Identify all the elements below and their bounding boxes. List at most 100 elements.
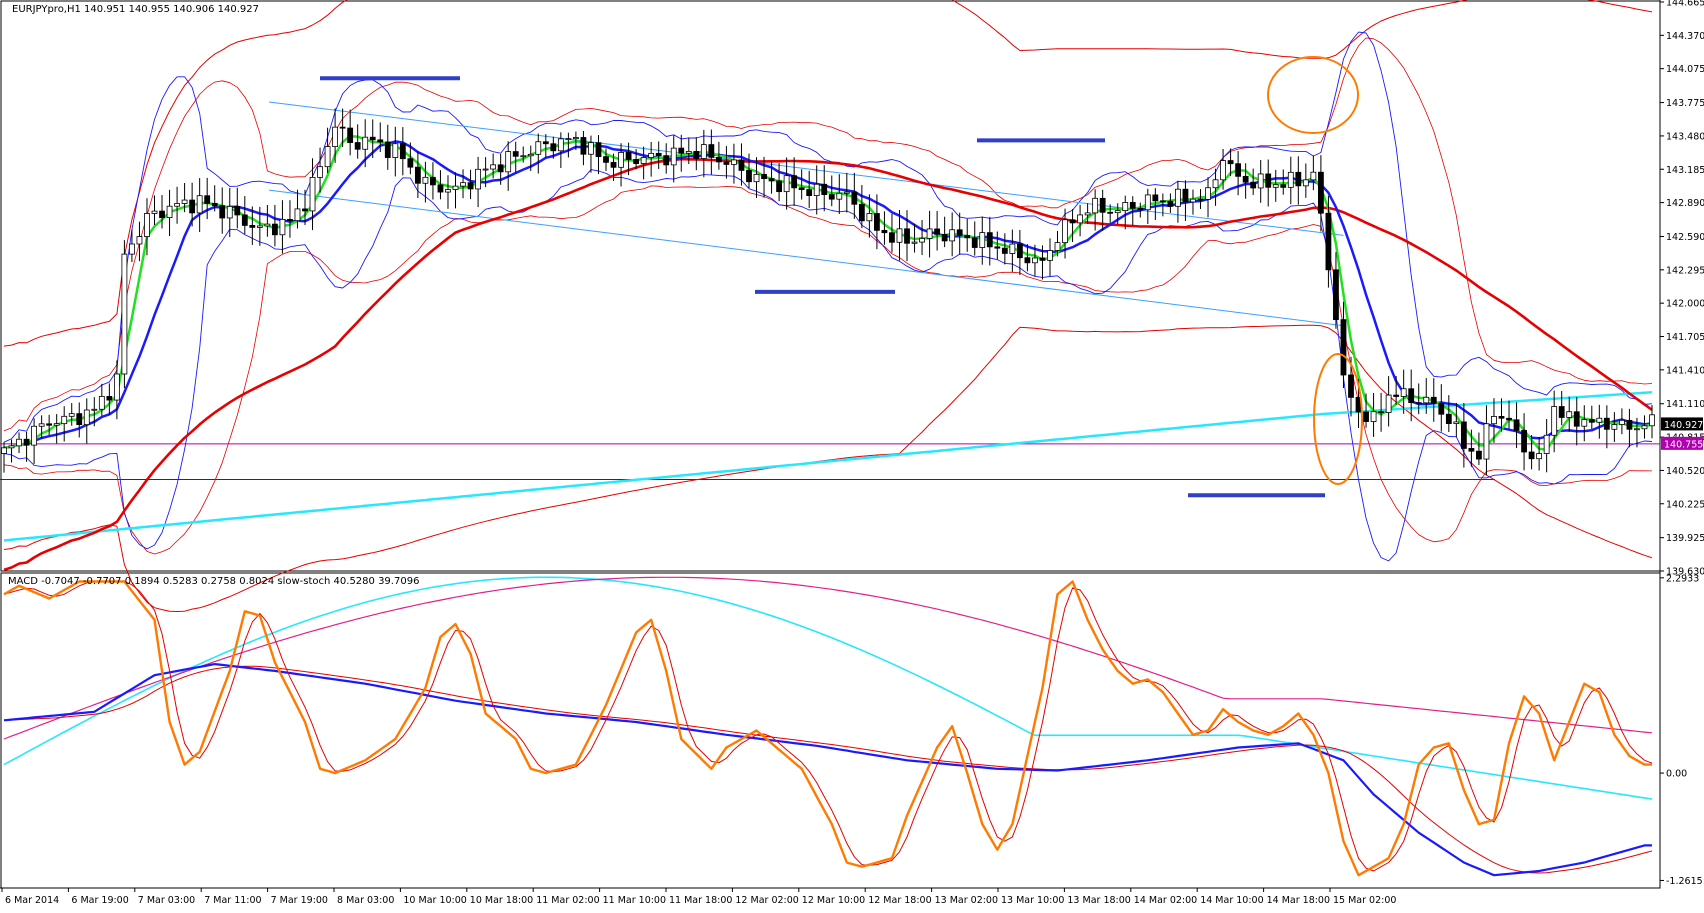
bb-red-upper-line (3, 37, 1653, 432)
bull-candle (843, 191, 850, 194)
bull-candle (422, 176, 429, 184)
bear-candle (1438, 402, 1445, 415)
bull-candle (362, 136, 369, 150)
bull-candle (670, 147, 677, 166)
bear-candle (241, 214, 248, 226)
bull-candle (505, 151, 512, 173)
bull-candle (1611, 424, 1618, 430)
bull-candle (949, 229, 956, 242)
bear-candle (1513, 419, 1520, 431)
bear-candle (1197, 198, 1204, 201)
current-price-tag-bg (1661, 417, 1703, 431)
bear-candle (1159, 200, 1166, 203)
bull-candle (1047, 250, 1053, 261)
bull-candle (1649, 414, 1655, 427)
bull-candle (256, 225, 263, 228)
bear-candle (941, 233, 948, 242)
price-tick-label: 144.075 (1666, 64, 1704, 75)
price-tick-label: 143.775 (1666, 98, 1704, 109)
bull-candle (1423, 396, 1430, 404)
bull-candle (557, 138, 564, 152)
bull-candle (324, 146, 331, 168)
bear-candle (791, 175, 798, 189)
bull-candle (1483, 423, 1490, 460)
bear-candle (347, 127, 354, 143)
stoch-main-line (3, 580, 1652, 877)
time-tick-label: 15 Mar 02:00 (1333, 895, 1396, 906)
bull-candle (1596, 417, 1603, 423)
time-tick-label: 13 Mar 02:00 (935, 895, 998, 906)
price-tick-label: 141.410 (1666, 365, 1704, 376)
bull-candle (38, 423, 45, 427)
bull-candle (1543, 434, 1550, 454)
bear-candle (249, 225, 256, 228)
macd-cyan-line (3, 576, 1653, 800)
time-tick-label: 11 Mar 02:00 (536, 895, 599, 906)
bear-candle (858, 203, 865, 222)
bear-candle (302, 208, 308, 212)
price-tick-label: 140.225 (1666, 499, 1704, 510)
sub-chart-header: MACD -0.7047 -0.7707 0.1894 0.5283 0.275… (8, 576, 420, 587)
pivot-price-tag-bg (1661, 436, 1703, 450)
bull-candle (144, 213, 150, 237)
time-tick-label: 12 Mar 18:00 (868, 895, 931, 906)
price-tick-label: 141.110 (1666, 399, 1704, 410)
bull-candle (1190, 198, 1196, 203)
bear-candle (1506, 417, 1512, 421)
channel-upper-line (268, 101, 1344, 236)
bull-candle (866, 213, 873, 222)
bear-candle (497, 164, 504, 173)
bull-candle (1641, 425, 1648, 430)
sub-chart-frame (0, 572, 1661, 889)
bear-candle (414, 166, 421, 184)
bull-candle (1370, 411, 1377, 422)
bear-candle (851, 191, 858, 205)
bear-candle (1521, 430, 1527, 453)
macd-signal-line (3, 665, 1653, 874)
bull-candle (68, 413, 75, 417)
time-tick-label: 11 Mar 10:00 (603, 895, 666, 906)
bull-candle (783, 175, 790, 193)
bear-candle (874, 213, 880, 231)
bear-candle (723, 161, 730, 165)
bull-candle (332, 126, 339, 147)
bear-candle (603, 156, 609, 163)
bb-blue-lower-line (3, 169, 1653, 562)
bull-candle (1272, 184, 1279, 188)
bear-candle (768, 178, 775, 182)
bull-candle (294, 208, 301, 222)
bear-candle (633, 159, 640, 164)
bear-candle (550, 143, 557, 152)
bull-candle (475, 168, 481, 190)
bull-candle (279, 218, 286, 236)
channel-lower-line (268, 189, 1344, 327)
bear-candle (708, 144, 715, 158)
bull-candle (919, 237, 925, 243)
time-tick-label: 7 Mar 19:00 (271, 895, 328, 906)
bear-candle (1167, 200, 1174, 207)
bull-candle (129, 243, 135, 255)
bear-candle (1558, 406, 1565, 418)
bear-candle (1430, 396, 1437, 404)
sub-axis-labels: 2.2933 0.00 -1.2615 (1660, 573, 1703, 887)
bb-red-lower-line (3, 185, 1653, 555)
bear-candle (678, 147, 685, 154)
price-axis-labels: 144.665 144.370 144.075 143.775 143.480 143.1… (1660, 0, 1704, 578)
bear-candle (1129, 202, 1136, 209)
bear-candle (1069, 219, 1076, 224)
bull-candle (1287, 171, 1294, 188)
bull-candle (16, 438, 22, 447)
bull-candle (1092, 197, 1099, 214)
price-tick-label: 144.370 (1666, 31, 1704, 42)
bear-candle (595, 142, 602, 158)
time-tick-label: 14 Mar 18:00 (1267, 895, 1330, 906)
bear-candle (934, 228, 941, 235)
time-tick-label: 14 Mar 10:00 (1200, 895, 1263, 906)
bear-candle (580, 137, 587, 155)
bear-candle (1250, 181, 1257, 189)
stoch-signal-line (3, 581, 1653, 872)
bear-candle (1227, 160, 1234, 165)
bull-candle (264, 223, 271, 227)
bear-candle (994, 246, 1001, 249)
